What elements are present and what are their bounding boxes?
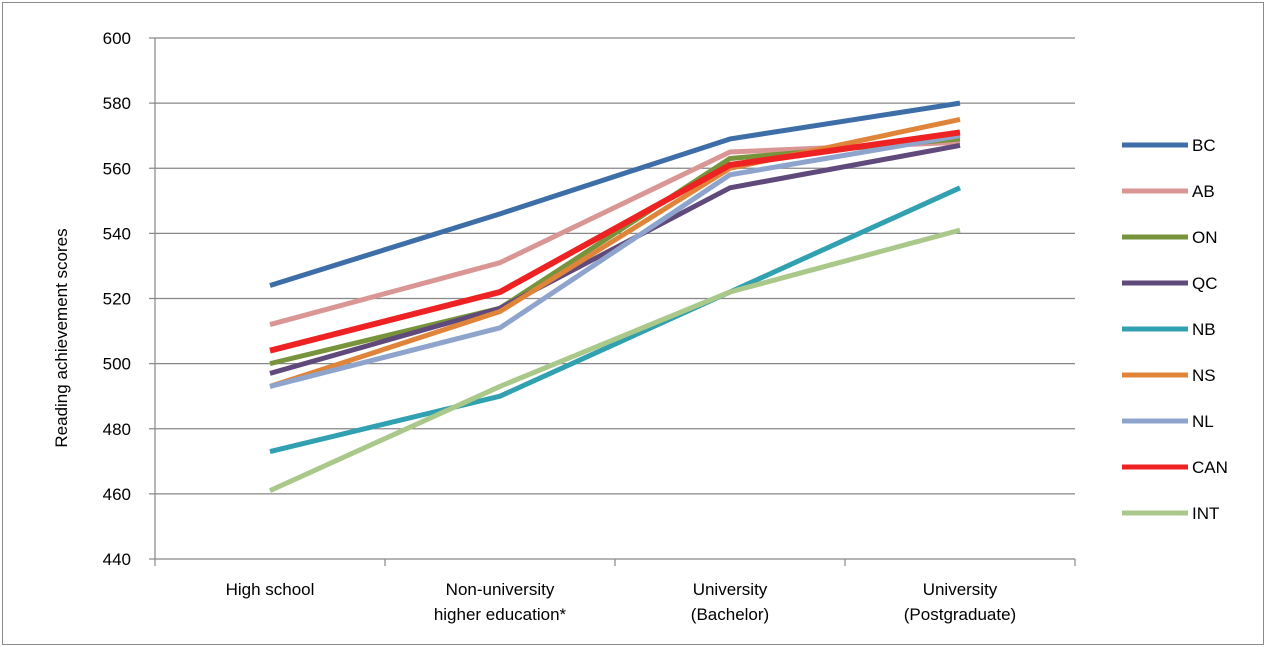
legend-label-ns: NS xyxy=(1192,366,1216,385)
x-tick-labels: High school Non-university higher educatio… xyxy=(226,580,1017,624)
series-line-can xyxy=(269,129,961,354)
legend-label-on: ON xyxy=(1192,228,1218,247)
y-tick-labels: 440 460 480 500 520 540 560 580 600 xyxy=(103,29,131,569)
legend-label-int: INT xyxy=(1192,504,1219,523)
x-tick-label-line: (Bachelor) xyxy=(691,605,769,624)
legend-label-ab: AB xyxy=(1192,182,1215,201)
x-tick-label-line: (Postgraduate) xyxy=(904,605,1016,624)
y-tick-label: 540 xyxy=(103,224,131,243)
x-tick-label-line: higher education* xyxy=(434,605,567,624)
series-line-ns xyxy=(269,116,961,389)
series-line-nb xyxy=(269,185,962,454)
x-tick-label: Non-university higher education* xyxy=(434,580,567,624)
y-tick-label: 520 xyxy=(103,290,131,309)
series-line-nl xyxy=(269,133,961,389)
legend-label-nl: NL xyxy=(1192,412,1214,431)
y-tick-label: 480 xyxy=(103,420,131,439)
series-line-bc xyxy=(269,100,961,288)
series-line-qc xyxy=(269,142,961,376)
y-tick-label: 560 xyxy=(103,159,131,178)
y-tick-label: 440 xyxy=(103,550,131,569)
y-tick-label: 500 xyxy=(103,355,131,374)
legend-label-nb: NB xyxy=(1192,320,1216,339)
y-tick-label: 600 xyxy=(103,29,131,48)
x-tick-label-line: Non-university xyxy=(446,580,555,599)
y-tick-label: 580 xyxy=(103,94,131,113)
legend-label-bc: BC xyxy=(1192,136,1216,155)
series-line-int xyxy=(268,227,961,493)
legend-label-can: CAN xyxy=(1192,458,1228,477)
y-tick-label: 460 xyxy=(103,485,131,504)
legend: BC AB ON QC NB NS NL CAN INT xyxy=(1122,136,1228,523)
x-tick-label-line: University xyxy=(693,580,768,599)
x-tick-label-line: University xyxy=(923,580,998,599)
x-tick-label: University (Bachelor) xyxy=(691,580,769,624)
legend-label-qc: QC xyxy=(1192,274,1218,293)
axes xyxy=(149,37,1076,566)
series-lines xyxy=(268,100,962,493)
x-tick-label: University (Postgraduate) xyxy=(904,580,1016,624)
x-tick-label: High school xyxy=(226,580,315,599)
y-axis-label: Reading achievement scores xyxy=(52,228,71,447)
x-tick-label-line: High school xyxy=(226,580,315,599)
